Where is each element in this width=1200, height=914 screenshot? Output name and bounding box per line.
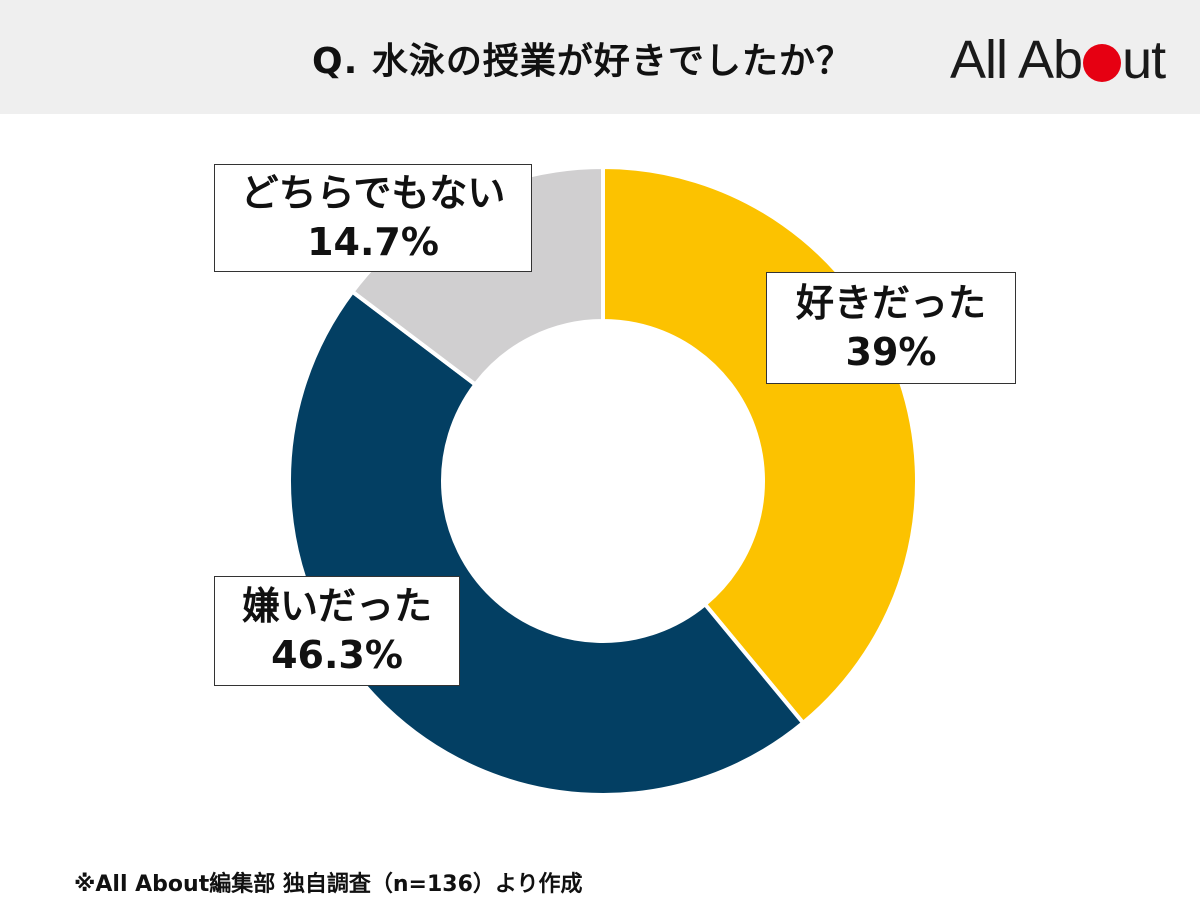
source-note: ※All About編集部 独自調査（n=136）より作成 xyxy=(74,872,583,897)
allabout-logo: All Ab ut xyxy=(950,30,1166,90)
header-bar: Q. 水泳の授業が好きでしたか？ All Ab ut xyxy=(0,0,1200,114)
label-neither-value: 14.7% xyxy=(307,220,439,264)
logo-text-left: All Ab xyxy=(950,30,1083,90)
label-dislike: 嫌いだった 46.3% xyxy=(214,576,460,686)
logo-red-dot-icon xyxy=(1083,44,1122,82)
label-like: 好きだった 39% xyxy=(766,272,1016,384)
label-like-value: 39% xyxy=(845,330,937,374)
chart-title: Q. 水泳の授業が好きでしたか？ xyxy=(312,41,853,82)
label-neither-name: どちらでもない xyxy=(240,170,506,215)
label-like-name: 好きだった xyxy=(795,280,986,325)
label-dislike-name: 嫌いだった xyxy=(241,583,432,628)
donut-chart xyxy=(287,164,919,797)
logo-text-right: ut xyxy=(1122,30,1166,90)
label-dislike-value: 46.3% xyxy=(271,633,403,677)
label-neither: どちらでもない 14.7% xyxy=(214,164,532,272)
